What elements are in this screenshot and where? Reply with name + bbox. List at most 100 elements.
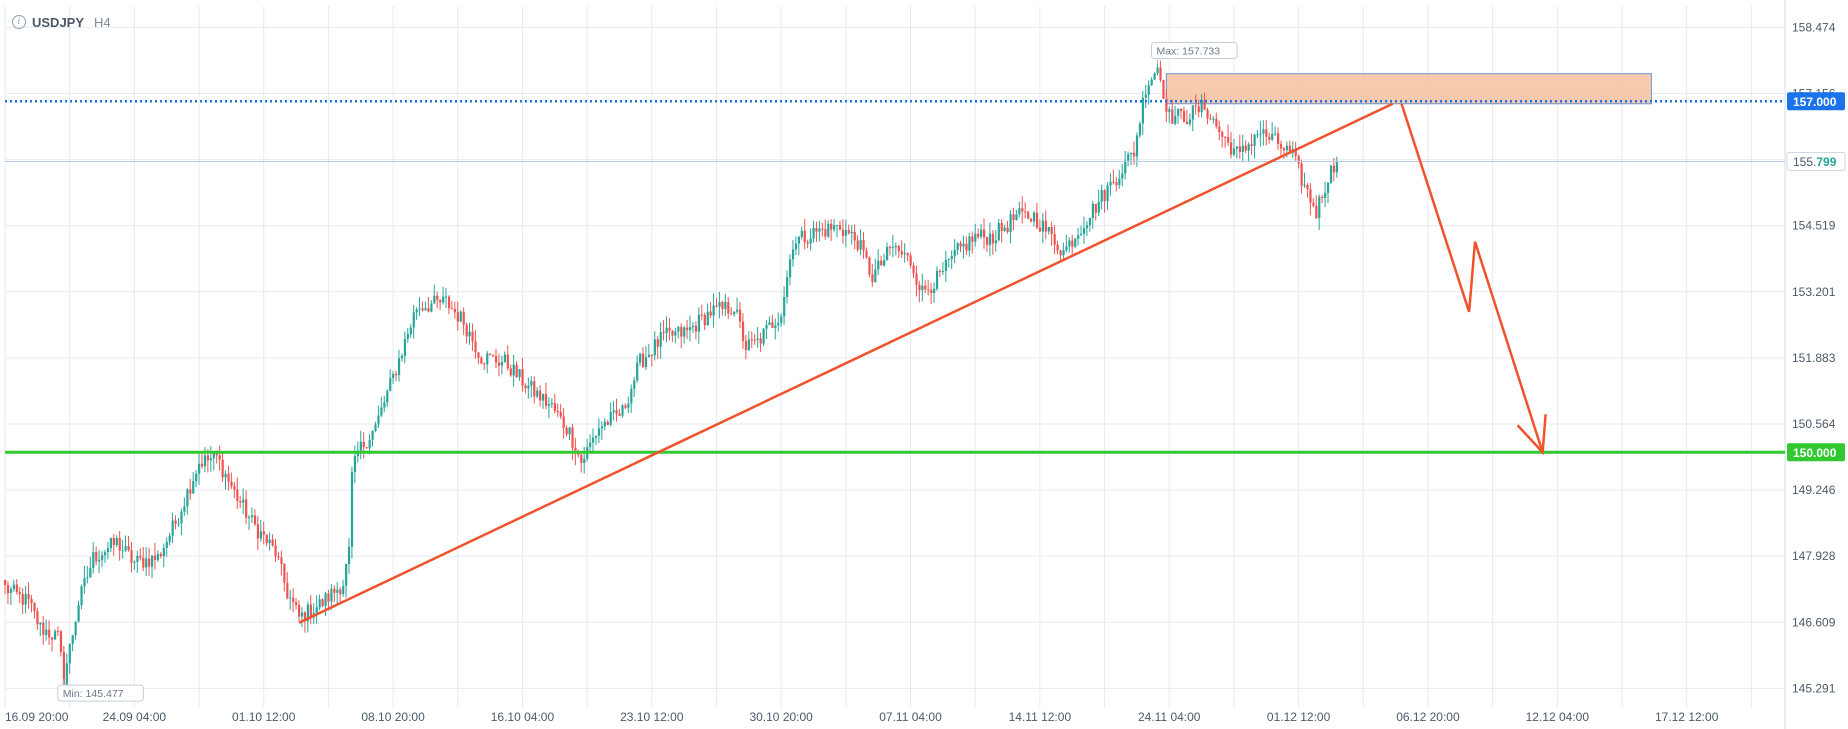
candle-body	[833, 225, 836, 230]
candle-body	[1053, 233, 1056, 245]
candle	[739, 301, 742, 329]
candle	[1165, 89, 1168, 123]
candle-body	[994, 240, 997, 244]
candle	[1327, 181, 1330, 204]
candle-body	[794, 243, 798, 250]
candle	[233, 482, 236, 499]
candle	[856, 235, 859, 252]
candle-body	[815, 227, 818, 232]
candle-body	[1041, 220, 1045, 232]
candle-body	[400, 355, 404, 359]
candle-body	[127, 546, 130, 551]
candle-body	[1085, 225, 1089, 229]
candle-body	[497, 362, 501, 366]
candle-body	[997, 222, 1000, 241]
candle-body	[65, 663, 68, 685]
candle	[377, 405, 380, 429]
candle-body	[103, 552, 107, 556]
candle	[862, 232, 865, 259]
candle	[1112, 169, 1115, 185]
support-badge[interactable]: 150.000	[1787, 443, 1845, 462]
candle-body	[1115, 182, 1118, 186]
candle-body	[1206, 109, 1209, 119]
candle	[1030, 217, 1033, 223]
candle	[295, 598, 298, 610]
candle-body	[83, 578, 86, 587]
candle	[697, 307, 701, 344]
current-price-badge[interactable]: 155.799	[1786, 151, 1846, 171]
candle-body	[900, 251, 903, 255]
candle	[1265, 119, 1268, 146]
x-axis[interactable]: 16.09 20:00 24.09 04:00 01.10 12:00 08.10 2…	[5, 710, 1719, 724]
candle	[621, 403, 624, 418]
symbol-label[interactable]: USDJPY	[32, 14, 85, 30]
candle-body	[886, 247, 889, 261]
candle	[1115, 176, 1118, 192]
candle-body	[836, 225, 839, 227]
y-axis[interactable]: 158.474157.156155.837154.519153.201151.8…	[1786, 20, 1846, 695]
candle	[1277, 127, 1280, 150]
candle	[841, 219, 845, 244]
candle	[665, 316, 668, 343]
candle	[909, 252, 912, 269]
candle	[162, 543, 165, 568]
candle	[744, 334, 748, 360]
candle	[980, 223, 983, 239]
candle	[1100, 184, 1103, 210]
candle-body	[53, 631, 57, 640]
candle	[1232, 138, 1236, 157]
x-tick-label: 07.11 04:00	[879, 710, 942, 724]
candle-body	[744, 340, 748, 351]
candle	[130, 541, 133, 573]
candle	[921, 273, 924, 302]
candle	[242, 488, 245, 514]
candle	[1224, 136, 1227, 148]
candle-body	[665, 327, 668, 334]
candle	[1177, 108, 1180, 124]
candle-body	[806, 242, 809, 244]
candle	[953, 239, 956, 264]
candle	[503, 351, 506, 363]
candle	[633, 377, 636, 398]
x-tick-label: 12.12 04:00	[1526, 710, 1590, 724]
candle	[800, 226, 803, 240]
candle	[192, 472, 195, 494]
candle-body	[218, 455, 221, 460]
candle	[1050, 221, 1053, 246]
candle	[709, 302, 712, 319]
candle	[1141, 90, 1144, 135]
candle-body	[268, 539, 271, 544]
candle-body	[115, 538, 118, 545]
candle-body	[453, 308, 457, 313]
candle-body	[492, 355, 495, 357]
candle	[900, 240, 903, 258]
candle-body	[74, 621, 77, 636]
timeframe-label[interactable]: H4	[94, 14, 111, 30]
candle	[791, 239, 795, 267]
candle	[606, 419, 609, 426]
candle-body	[944, 260, 947, 272]
resistance-badge[interactable]: 157.000	[1787, 92, 1845, 111]
candle	[292, 588, 295, 612]
candle	[659, 322, 662, 359]
candle	[148, 547, 151, 576]
candle	[686, 319, 689, 340]
info-icon[interactable]: i	[12, 15, 26, 29]
candle-body	[527, 385, 530, 389]
candle	[1303, 172, 1306, 188]
candle	[636, 355, 639, 383]
candle	[500, 355, 504, 375]
candle-body	[142, 557, 145, 568]
candle-body	[1309, 189, 1312, 203]
candle-body	[1033, 212, 1036, 222]
candle	[133, 560, 136, 570]
candle-body	[653, 339, 656, 356]
candle	[662, 320, 665, 341]
candle	[1091, 200, 1094, 229]
candle	[1271, 122, 1274, 142]
candle	[268, 532, 271, 551]
candle-body	[1027, 211, 1030, 219]
candle	[544, 382, 548, 410]
candle-body	[345, 563, 348, 586]
